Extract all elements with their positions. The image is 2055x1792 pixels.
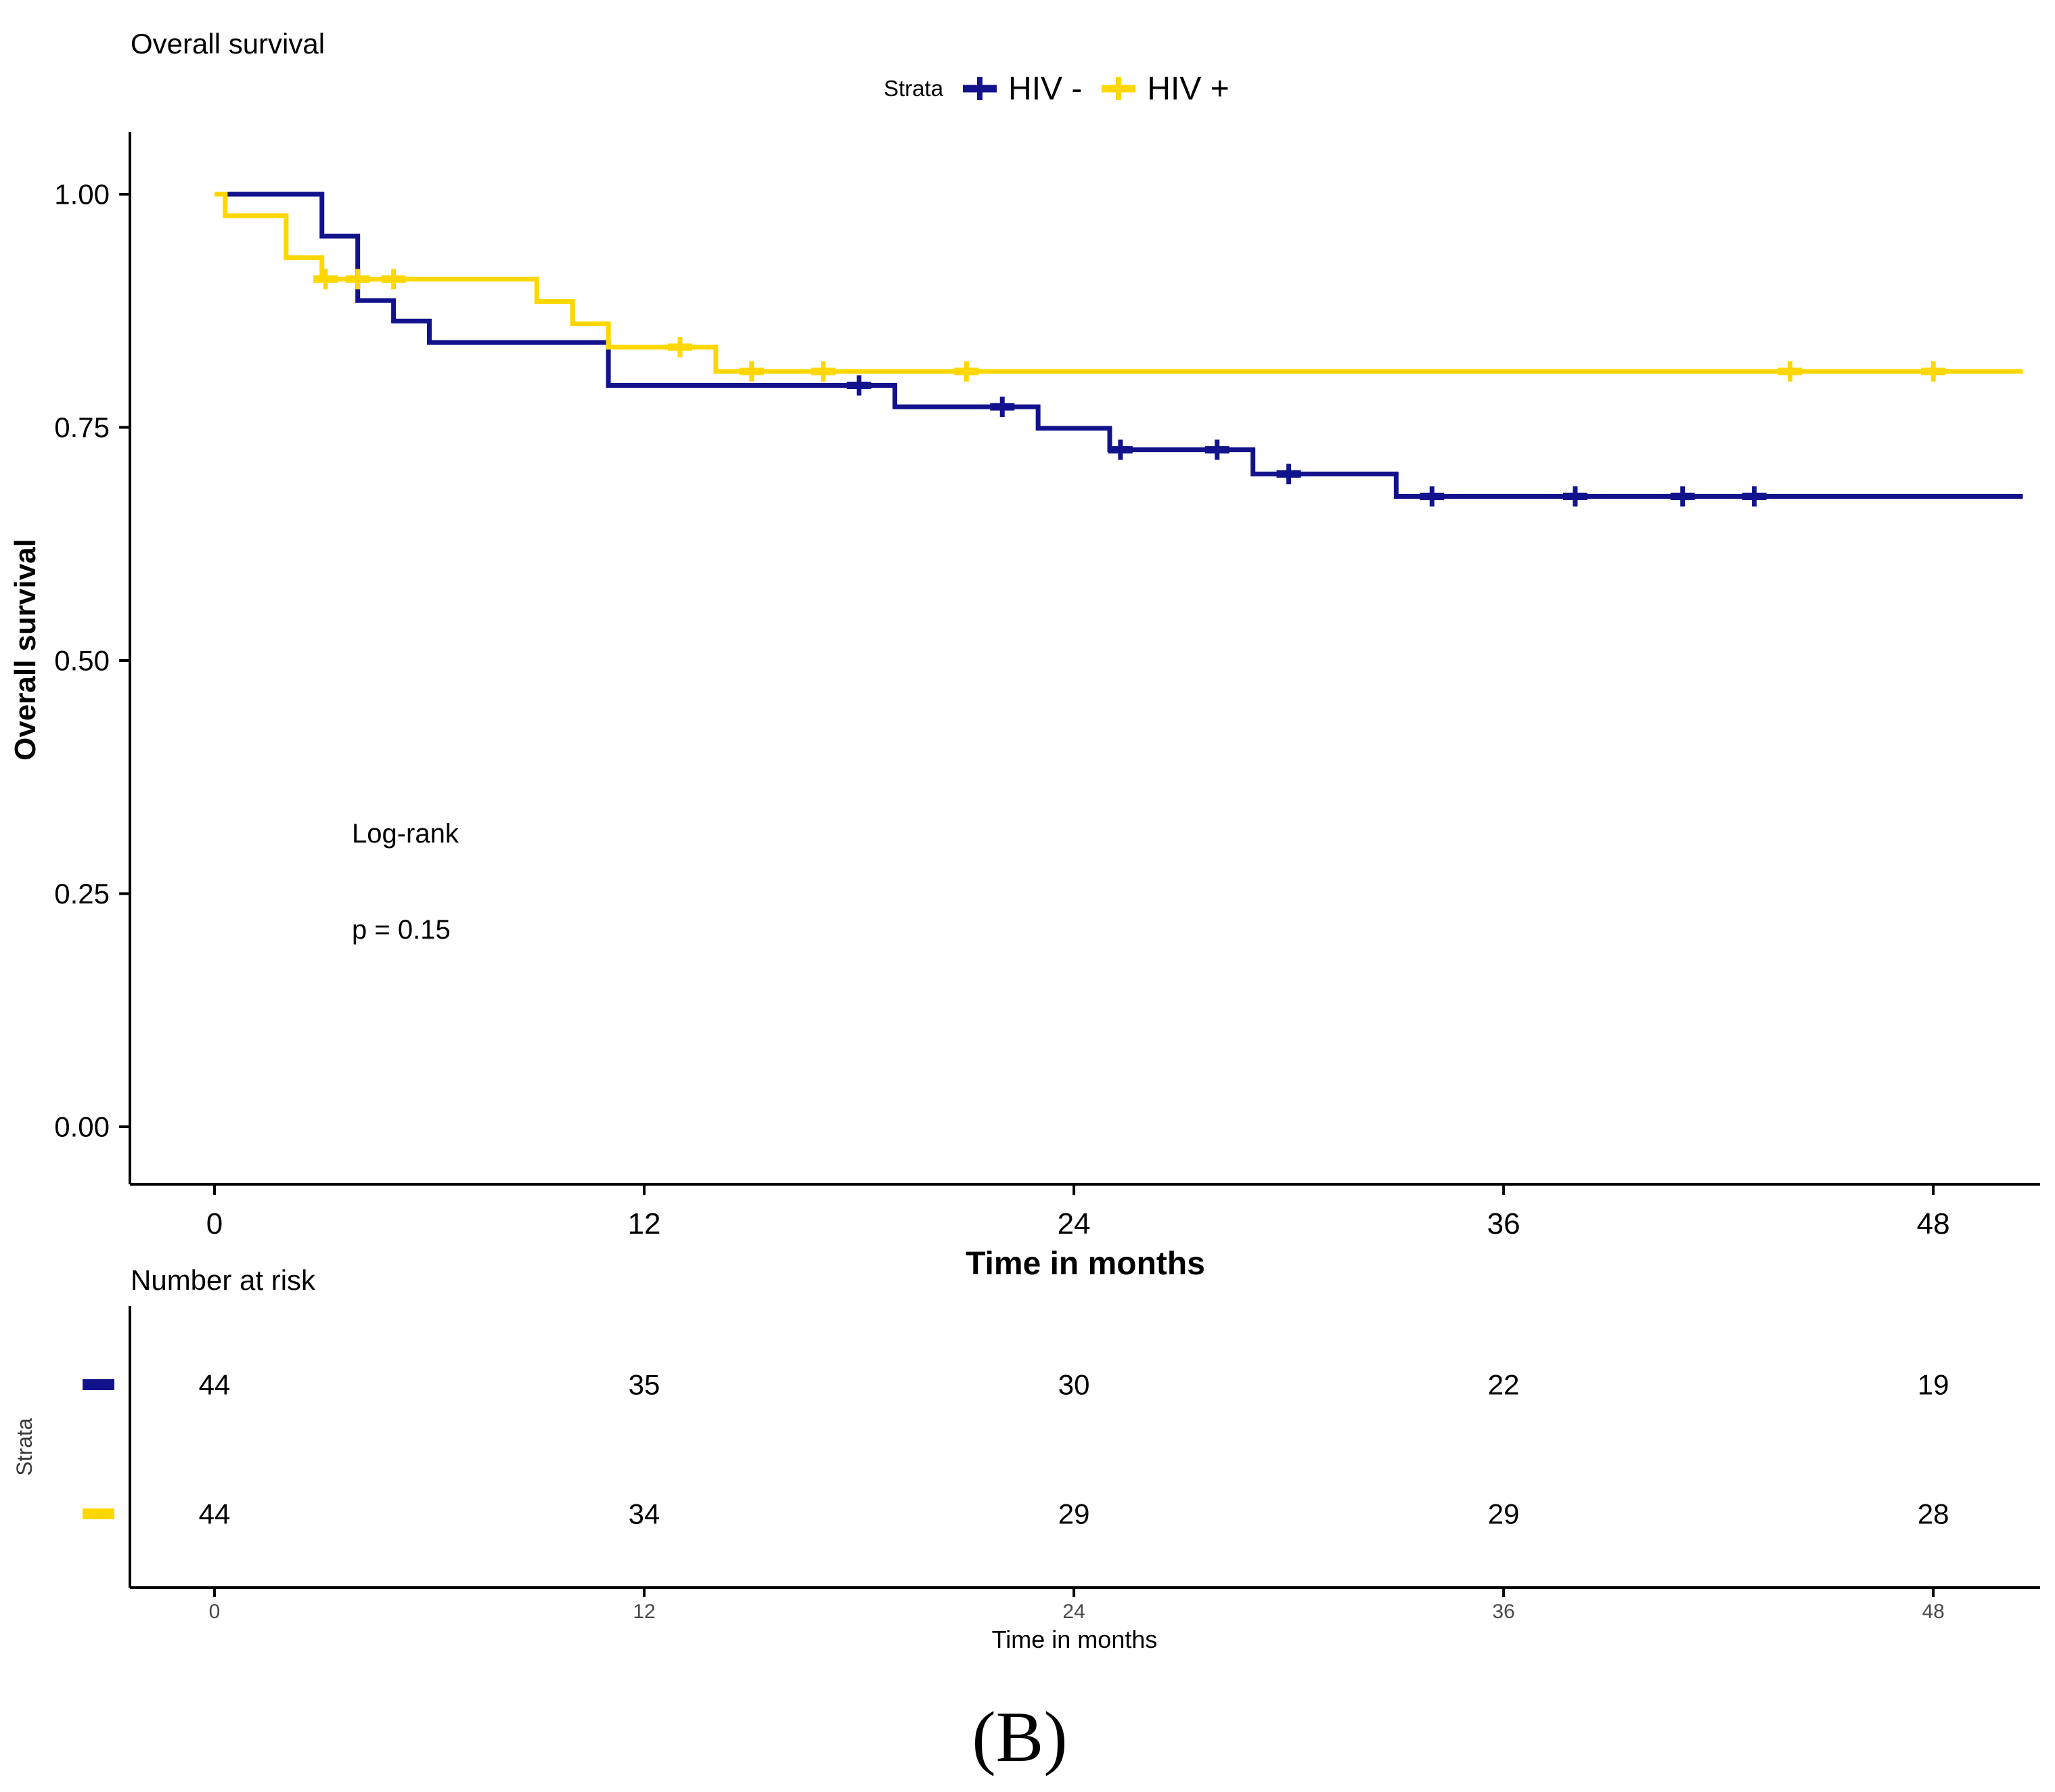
y-axis-title: Overall survival <box>9 539 42 761</box>
y-tick-label: 0.50 <box>54 645 110 677</box>
y-tick-label: 1.00 <box>54 179 110 210</box>
chart-title: Overall survival <box>131 28 325 60</box>
legend: Strata HIV - HIV + <box>884 65 1229 112</box>
figure-caption: (B) <box>972 1697 1068 1776</box>
risk-count: 30 <box>1058 1369 1090 1401</box>
km-curve-hiv-negative <box>214 192 2023 499</box>
risk-count: 19 <box>1918 1369 1949 1401</box>
km-curve-hiv-positive <box>214 192 2023 374</box>
risk-count: 44 <box>199 1498 231 1530</box>
x-tick-label: 36 <box>1487 1207 1520 1240</box>
legend-entry-hiv-positive: HIV + <box>1100 70 1229 108</box>
y-tick-label: 0.25 <box>54 878 110 910</box>
risk-tick-label: 48 <box>1922 1600 1944 1623</box>
risk-table-strata-label: Strata <box>12 1418 37 1476</box>
censor-plus-icon <box>963 77 997 100</box>
x-axis-title: Time in months <box>966 1246 1205 1282</box>
logrank-annotation: Log-rank <box>352 819 459 849</box>
legend-label-hiv-negative: HIV - <box>1008 70 1083 107</box>
x-tick-label: 24 <box>1058 1207 1091 1240</box>
risk-count: 35 <box>629 1369 660 1401</box>
risk-count: 28 <box>1918 1498 1949 1530</box>
risk-table-title: Number at risk <box>131 1264 316 1296</box>
risk-count: 29 <box>1488 1498 1520 1530</box>
risk-count: 29 <box>1058 1498 1090 1530</box>
risk-count: 34 <box>629 1498 660 1530</box>
x-tick-label: 12 <box>628 1207 661 1240</box>
risk-table-x-axis-title: Time in months <box>991 1626 1158 1653</box>
legend-label-hiv-positive: HIV + <box>1147 70 1229 107</box>
risk-count: 44 <box>199 1369 231 1401</box>
risk-tick-label: 36 <box>1492 1600 1514 1623</box>
risk-count: 22 <box>1488 1369 1520 1401</box>
p-value-annotation: p = 0.15 <box>352 915 451 945</box>
censor-plus-icon <box>1102 77 1136 100</box>
legend-title: Strata <box>884 76 944 101</box>
y-tick-label: 0.75 <box>54 411 110 443</box>
risk-row-key-hiv-positive <box>83 1508 114 1519</box>
risk-tick-label: 24 <box>1062 1600 1085 1623</box>
x-tick-label: 48 <box>1917 1207 1950 1240</box>
y-tick-label: 0.00 <box>54 1111 110 1143</box>
legend-entry-hiv-negative: HIV - <box>961 70 1082 108</box>
risk-tick-label: 12 <box>633 1600 655 1623</box>
x-tick-label: 0 <box>206 1207 223 1240</box>
risk-tick-label: 0 <box>209 1600 221 1623</box>
risk-row-key-hiv-negative <box>83 1379 114 1390</box>
